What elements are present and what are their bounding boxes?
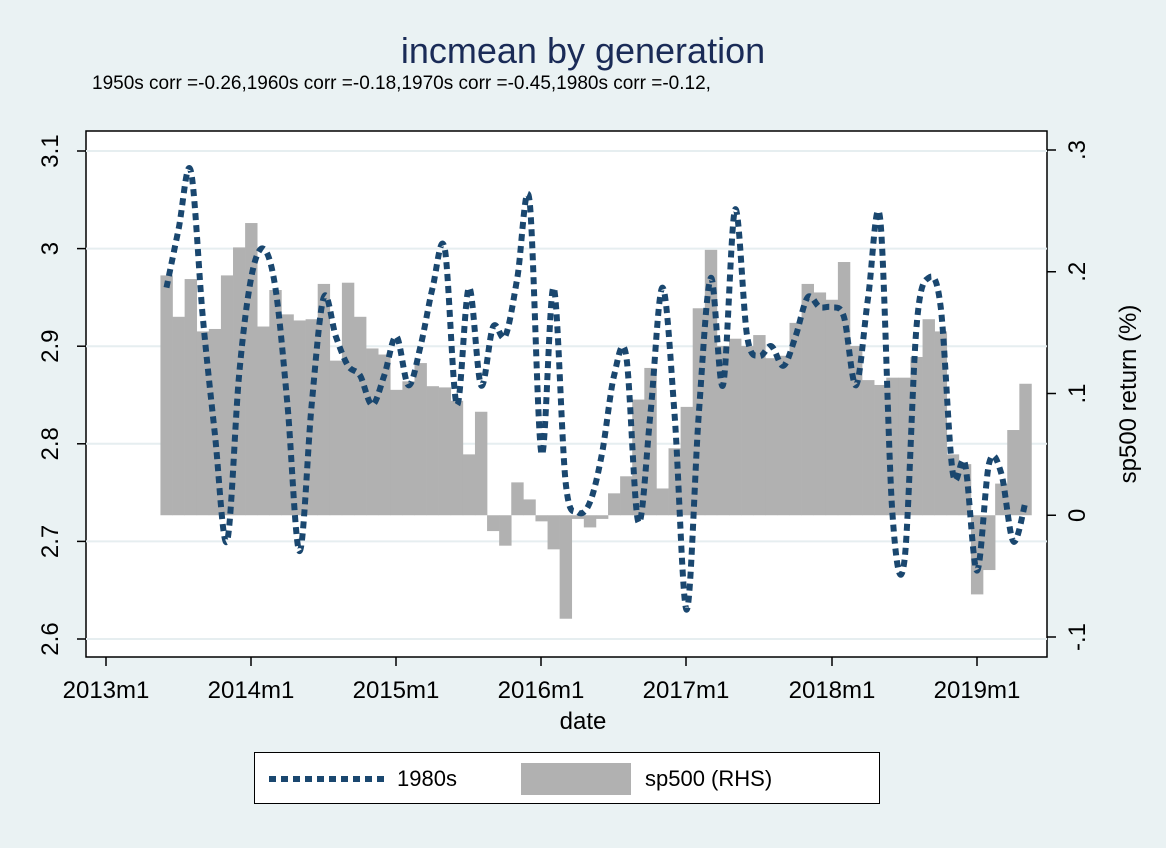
sp500-bar-2017m1 bbox=[680, 406, 694, 516]
chart-title: incmean by generation bbox=[400, 30, 766, 71]
sp500-bar-2017m9 bbox=[777, 355, 790, 516]
sp500-bar-2015m4 bbox=[426, 386, 439, 516]
sp500-bar-2016m4 bbox=[571, 515, 585, 519]
sp500-bar-2018m11 bbox=[946, 454, 960, 516]
x-axis-label: date bbox=[559, 708, 607, 735]
sp500-bar-2018m7 bbox=[898, 377, 911, 516]
left-tick-label-1: 2.7 bbox=[37, 525, 64, 558]
sp500-bar-2013m11 bbox=[220, 275, 234, 516]
sp500-bar-2016m2 bbox=[547, 515, 560, 550]
sp500-bar-2013m6 bbox=[160, 275, 173, 516]
sp500-bar-2018m2 bbox=[837, 262, 851, 516]
sp500-bar-2016m11 bbox=[656, 488, 669, 516]
left-tick-label-2: 2.8 bbox=[37, 427, 64, 460]
left-tick-label-3: 2.9 bbox=[37, 330, 64, 363]
left-tick-label-0: 2.6 bbox=[37, 622, 64, 655]
sp500-bar-2018m3 bbox=[849, 346, 863, 516]
sp500-bar-2019m2 bbox=[983, 515, 996, 571]
sp500-bar-2013m7 bbox=[172, 316, 185, 516]
sp500-bar-2017m7 bbox=[753, 335, 766, 516]
right-tick-label-4: .3 bbox=[1064, 140, 1091, 160]
sp500-bar-2017m11 bbox=[801, 283, 814, 516]
x-tick-label-6: 2019m1 bbox=[934, 677, 1021, 704]
sp500-bar-2016m6 bbox=[595, 515, 609, 519]
sp500-bar-2014m1 bbox=[245, 223, 258, 516]
x-tick-label-3: 2016m1 bbox=[498, 677, 585, 704]
sp500-bar-2015m12 bbox=[523, 499, 536, 516]
x-tick-label-2: 2015m1 bbox=[353, 677, 440, 704]
right-tick-label-1: 0 bbox=[1064, 509, 1091, 522]
sp500-bar-2015m1 bbox=[390, 389, 403, 516]
legend: 1980s sp500 (RHS) bbox=[254, 752, 880, 804]
sp500-bar-2015m7 bbox=[462, 454, 476, 516]
sp500-bar-2014m9 bbox=[341, 282, 355, 516]
sp500-bar-2018m4 bbox=[862, 380, 875, 516]
sp500-bar-2015m8 bbox=[474, 411, 488, 516]
sp500-bar-2014m7 bbox=[317, 283, 331, 516]
sp500-bar-2015m11 bbox=[511, 482, 524, 516]
sp500-bar-2017m2 bbox=[692, 308, 706, 516]
left-tick-label-4: 3 bbox=[37, 242, 64, 255]
sp500-bar-2015m5 bbox=[438, 387, 452, 516]
axes: 2.6 2.7 2.8 2.9 3 3.1 -.1 0 .1 .2 .3 sp500 return (… bbox=[37, 134, 1142, 704]
sp500-bar-2016m5 bbox=[583, 515, 597, 528]
sp500-bar-2017m8 bbox=[765, 358, 778, 516]
sp500-bar-2017m5 bbox=[729, 338, 742, 516]
sp500-bar-2014m10 bbox=[353, 316, 367, 516]
legend-label-sp500: sp500 (RHS) bbox=[645, 766, 773, 791]
sp500-bar-2017m12 bbox=[813, 292, 827, 516]
sp500-bar-2015m9 bbox=[487, 515, 500, 532]
x-tick-label-0: 2013m1 bbox=[63, 677, 150, 704]
x-tick-label-5: 2018m1 bbox=[789, 677, 876, 704]
sp500-bar-2015m2 bbox=[402, 381, 415, 516]
sp500-bar-2014m8 bbox=[329, 360, 343, 516]
sp500-bar-2017m4 bbox=[716, 346, 730, 516]
x-tick-label-4: 2017m1 bbox=[643, 677, 730, 704]
sp500-bar-2014m11 bbox=[366, 348, 379, 516]
line-1980s bbox=[163, 165, 1029, 613]
sp500-bar-2015m6 bbox=[450, 400, 464, 516]
sp500-bar-2017m6 bbox=[741, 346, 754, 516]
sp500-bar-2015m3 bbox=[414, 363, 427, 516]
sp500-bar-2017m10 bbox=[789, 322, 802, 516]
sp500-bar-2019m5 bbox=[1019, 383, 1032, 516]
1980s-line bbox=[163, 165, 1029, 613]
sp500-bars bbox=[160, 223, 1032, 619]
sp500-bar-2014m2 bbox=[257, 326, 270, 516]
sp500-bar-2013m8 bbox=[184, 279, 198, 516]
sp500-bar-2016m1 bbox=[535, 515, 548, 522]
sp500-bar-2016m7 bbox=[608, 493, 621, 516]
sp500-bar-2018m8 bbox=[910, 356, 923, 516]
legend-bar-swatch bbox=[521, 763, 631, 795]
sp500-bar-2018m9 bbox=[922, 319, 935, 516]
right-tick-label-0: -.1 bbox=[1064, 623, 1091, 651]
right-tick-label-3: .2 bbox=[1064, 262, 1091, 282]
right-axis-label: sp500 return (%) bbox=[1115, 305, 1142, 484]
left-tick-label-5: 3.1 bbox=[37, 134, 64, 167]
sp500-bar-2014m5 bbox=[293, 320, 306, 516]
sp500-bar-2019m4 bbox=[1007, 430, 1020, 516]
sp500-bar-2014m3 bbox=[269, 290, 282, 516]
legend-label-1980s: 1980s bbox=[397, 766, 457, 791]
sp500-bar-2013m9 bbox=[196, 331, 210, 516]
sp500-bar-2016m8 bbox=[620, 476, 633, 516]
sp500-bar-2018m1 bbox=[825, 299, 839, 516]
sp500-bar-2018m5 bbox=[874, 384, 887, 516]
chart-subtitle: 1950s corr =-0.26,1960s corr =-0.18,1970… bbox=[92, 73, 711, 94]
right-tick-label-2: .1 bbox=[1064, 383, 1091, 403]
sp500-bar-2014m12 bbox=[378, 354, 391, 516]
sp500-bar-2015m10 bbox=[499, 515, 512, 546]
x-tick-label-1: 2014m1 bbox=[208, 677, 295, 704]
sp500-bar-2016m3 bbox=[559, 515, 573, 619]
legend-line-swatch bbox=[269, 776, 385, 782]
